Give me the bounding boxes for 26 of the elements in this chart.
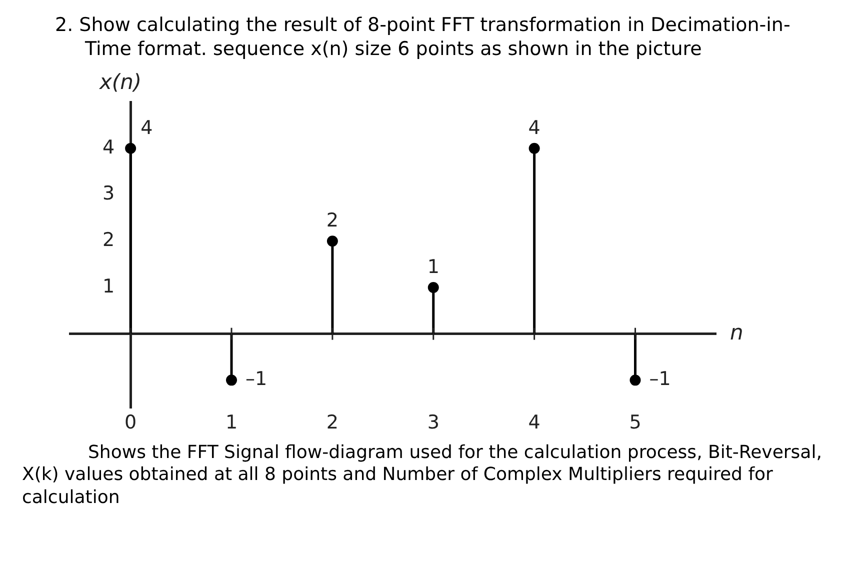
point [226,374,237,386]
y-tick-label: 1 [102,274,115,297]
data-label: 2 [326,209,338,232]
data-label: 4 [140,116,153,138]
point [125,142,136,154]
data-label: –1 [246,368,268,390]
point [630,374,641,386]
x-tick-label: 3 [427,410,440,433]
y-tick-label: 4 [102,136,115,158]
y-axis-title: x(n) [98,69,142,94]
y-tick-label: 3 [102,182,115,204]
text: Shows the FFT Signal flow-diagram used for the calculation process, Bit-Reversal, X(k) values obtained at all 8 points and Number of Complex Multipliers required for calculation [22,442,823,509]
x-tick-label: 1 [225,410,238,433]
chart-title: 2. Show calculating the result of 8-point FFT transformation in Decimation-in-Time format. sequence x(n) size 6 points as shown in the picture [55,14,792,62]
point [528,142,540,154]
data-label: 1 [427,255,440,278]
x-tick-label: 0 [124,410,137,433]
x-axis-title: n [730,320,744,344]
point [326,235,338,246]
data-label: 4 [528,116,540,138]
point [428,281,439,292]
x-tick-label: 5 [629,410,642,433]
x-tick-label: 2 [326,410,338,433]
data-label: –1 [649,368,671,390]
y-tick-label: 2 [102,228,115,251]
x-tick-label: 4 [528,410,540,433]
